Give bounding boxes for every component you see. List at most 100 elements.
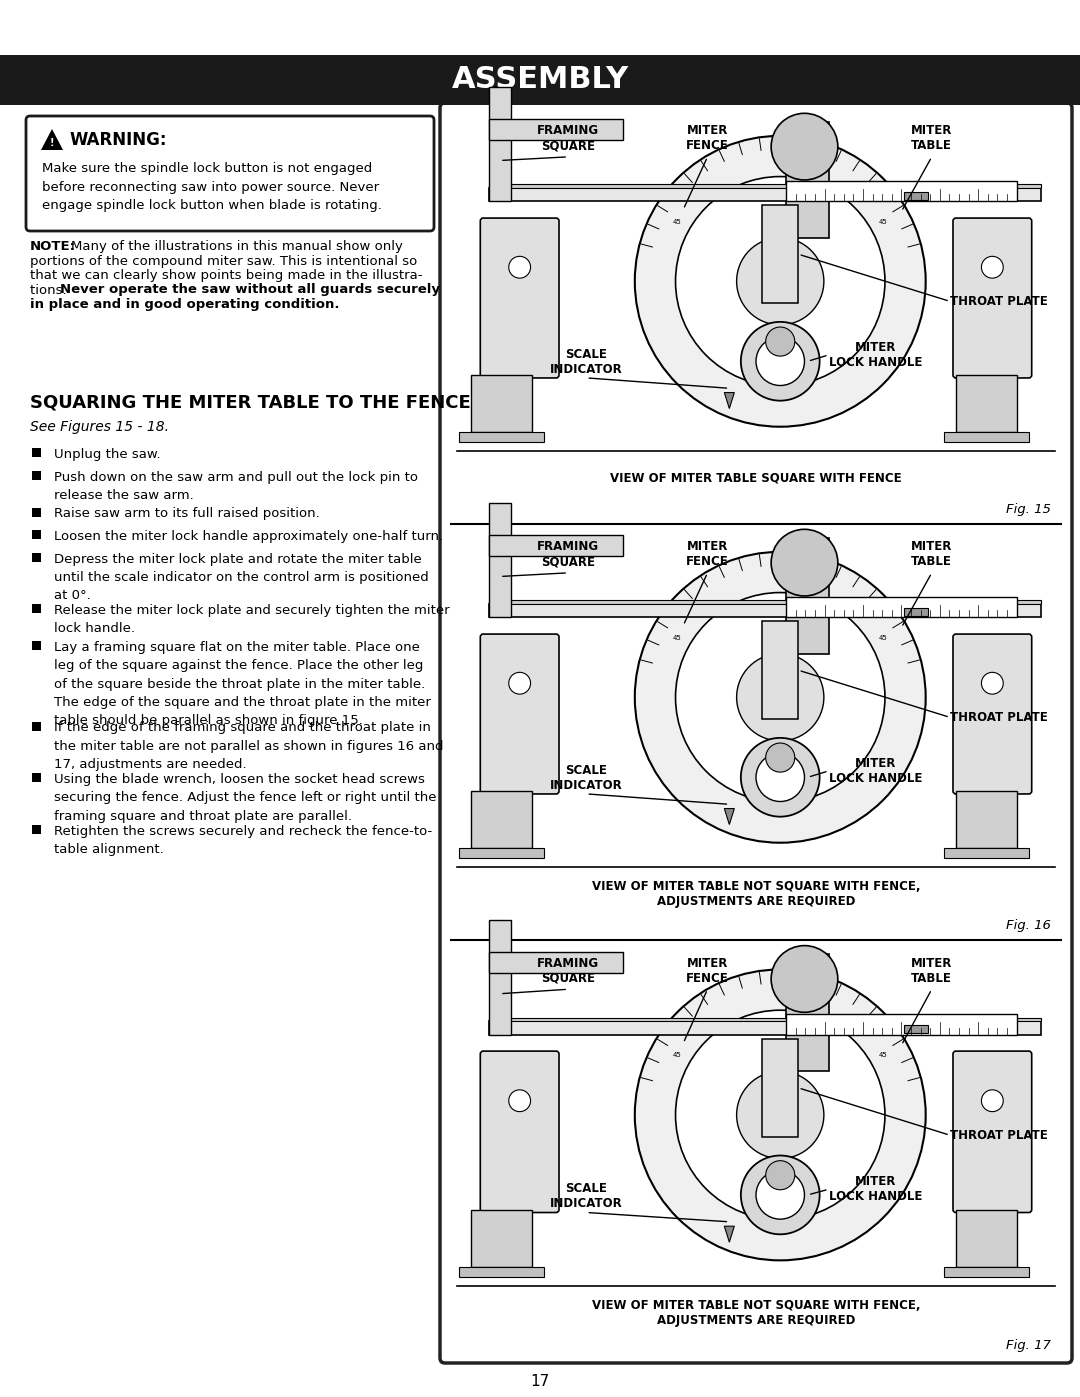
- FancyBboxPatch shape: [440, 103, 1072, 1363]
- Bar: [786, 954, 828, 1071]
- Circle shape: [771, 946, 838, 1013]
- Text: Fig. 15: Fig. 15: [1007, 503, 1051, 515]
- Text: SCALE
INDICATOR: SCALE INDICATOR: [550, 1182, 623, 1210]
- Circle shape: [509, 256, 530, 278]
- Bar: [489, 601, 1041, 604]
- Text: portions of the compound miter saw. This is intentional so: portions of the compound miter saw. This…: [30, 254, 417, 267]
- Text: 0: 0: [778, 993, 783, 999]
- Text: MITER
LOCK HANDLE: MITER LOCK HANDLE: [828, 341, 922, 369]
- Text: MITER
FENCE: MITER FENCE: [686, 124, 729, 152]
- Bar: [786, 180, 1016, 201]
- Bar: [944, 848, 1029, 858]
- Bar: [489, 184, 1041, 187]
- Text: Release the miter lock plate and securely tighten the miter
lock handle.: Release the miter lock plate and securel…: [54, 604, 449, 636]
- Bar: [0, 54, 1080, 105]
- Text: Lay a framing square flat on the miter table. Place one
leg of the square agains: Lay a framing square flat on the miter t…: [54, 641, 431, 728]
- Bar: [489, 87, 511, 201]
- FancyBboxPatch shape: [953, 1051, 1031, 1213]
- Bar: [489, 951, 623, 974]
- Bar: [489, 919, 511, 1035]
- Text: Loosen the miter lock handle approximately one-half turn.: Loosen the miter lock handle approximate…: [54, 529, 443, 543]
- Bar: [32, 448, 41, 457]
- Circle shape: [771, 113, 838, 180]
- Text: ASSEMBLY: ASSEMBLY: [451, 66, 629, 95]
- Circle shape: [675, 1010, 885, 1220]
- Bar: [489, 503, 511, 617]
- Text: THROAT PLATE: THROAT PLATE: [950, 295, 1048, 307]
- Bar: [471, 791, 531, 848]
- Bar: [956, 374, 1016, 432]
- Text: See Figures 15 - 18.: See Figures 15 - 18.: [30, 420, 168, 434]
- Bar: [904, 191, 928, 200]
- Text: 45: 45: [673, 1052, 681, 1059]
- Text: If the edge of the framing square and the throat plate in
the miter table are no: If the edge of the framing square and th…: [54, 721, 444, 771]
- Text: Raise saw arm to its full raised position.: Raise saw arm to its full raised positio…: [54, 507, 320, 521]
- Text: Retighten the screws securely and recheck the fence-to-
table alignment.: Retighten the screws securely and rechec…: [54, 824, 432, 856]
- Bar: [786, 597, 1016, 617]
- Circle shape: [982, 1090, 1003, 1112]
- Circle shape: [509, 672, 530, 694]
- Bar: [32, 641, 41, 650]
- Text: 45: 45: [673, 219, 681, 225]
- Text: 45: 45: [879, 219, 888, 225]
- Bar: [459, 1267, 544, 1277]
- Circle shape: [635, 970, 926, 1260]
- Circle shape: [756, 1171, 805, 1220]
- Bar: [762, 205, 798, 303]
- Text: 0: 0: [778, 159, 783, 165]
- Text: VIEW OF MITER TABLE SQUARE WITH FENCE: VIEW OF MITER TABLE SQUARE WITH FENCE: [610, 471, 902, 485]
- Text: 45: 45: [673, 634, 681, 641]
- Bar: [489, 1021, 1041, 1035]
- Bar: [786, 538, 828, 654]
- Text: SCALE
INDICATOR: SCALE INDICATOR: [550, 764, 623, 792]
- Text: VIEW OF MITER TABLE NOT SQUARE WITH FENCE,
ADJUSTMENTS ARE REQUIRED: VIEW OF MITER TABLE NOT SQUARE WITH FENC…: [592, 880, 920, 908]
- Text: FRAMING
SQUARE: FRAMING SQUARE: [537, 957, 599, 985]
- Circle shape: [982, 672, 1003, 694]
- Bar: [32, 471, 41, 479]
- Text: Fig. 16: Fig. 16: [1007, 919, 1051, 932]
- Text: 45: 45: [879, 634, 888, 641]
- Bar: [32, 507, 41, 517]
- Text: MITER
TABLE: MITER TABLE: [912, 957, 953, 985]
- Polygon shape: [725, 393, 734, 408]
- Bar: [786, 1014, 1016, 1035]
- Circle shape: [741, 1155, 820, 1235]
- Polygon shape: [725, 1227, 734, 1242]
- Text: NOTE:: NOTE:: [30, 240, 76, 253]
- Bar: [32, 604, 41, 613]
- Polygon shape: [41, 129, 63, 149]
- Circle shape: [737, 1071, 824, 1158]
- Circle shape: [771, 529, 838, 597]
- Text: VIEW OF MITER TABLE NOT SQUARE WITH FENCE,
ADJUSTMENTS ARE REQUIRED: VIEW OF MITER TABLE NOT SQUARE WITH FENC…: [592, 1299, 920, 1327]
- Bar: [32, 773, 41, 782]
- Text: THROAT PLATE: THROAT PLATE: [950, 1129, 1048, 1141]
- Text: Many of the illustrations in this manual show only: Many of the illustrations in this manual…: [71, 240, 403, 253]
- Circle shape: [509, 1090, 530, 1112]
- Text: MITER
TABLE: MITER TABLE: [912, 124, 953, 152]
- Bar: [489, 604, 1041, 617]
- Circle shape: [766, 743, 795, 773]
- Bar: [956, 791, 1016, 848]
- Bar: [762, 1039, 798, 1137]
- Circle shape: [635, 136, 926, 426]
- Text: tions.: tions.: [30, 284, 71, 296]
- Text: WARNING:: WARNING:: [70, 131, 167, 149]
- Bar: [489, 119, 623, 140]
- Text: Never operate the saw without all guards securely: Never operate the saw without all guards…: [60, 284, 440, 296]
- Bar: [32, 824, 41, 834]
- Bar: [944, 1267, 1029, 1277]
- Circle shape: [675, 176, 885, 386]
- Text: FRAMING
SQUARE: FRAMING SQUARE: [537, 124, 599, 152]
- Text: 45: 45: [879, 1052, 888, 1059]
- Bar: [904, 608, 928, 616]
- Text: MITER
FENCE: MITER FENCE: [686, 957, 729, 985]
- Text: Using the blade wrench, loosen the socket head screws
securing the fence. Adjust: Using the blade wrench, loosen the socke…: [54, 773, 436, 823]
- Text: in place and in good operating condition.: in place and in good operating condition…: [30, 298, 339, 312]
- Bar: [32, 721, 41, 731]
- Text: !: !: [50, 138, 54, 148]
- FancyBboxPatch shape: [481, 218, 559, 379]
- Text: that we can clearly show points being made in the illustra-: that we can clearly show points being ma…: [30, 270, 422, 282]
- Bar: [786, 122, 828, 237]
- Text: FRAMING
SQUARE: FRAMING SQUARE: [537, 541, 599, 569]
- Bar: [471, 1210, 531, 1267]
